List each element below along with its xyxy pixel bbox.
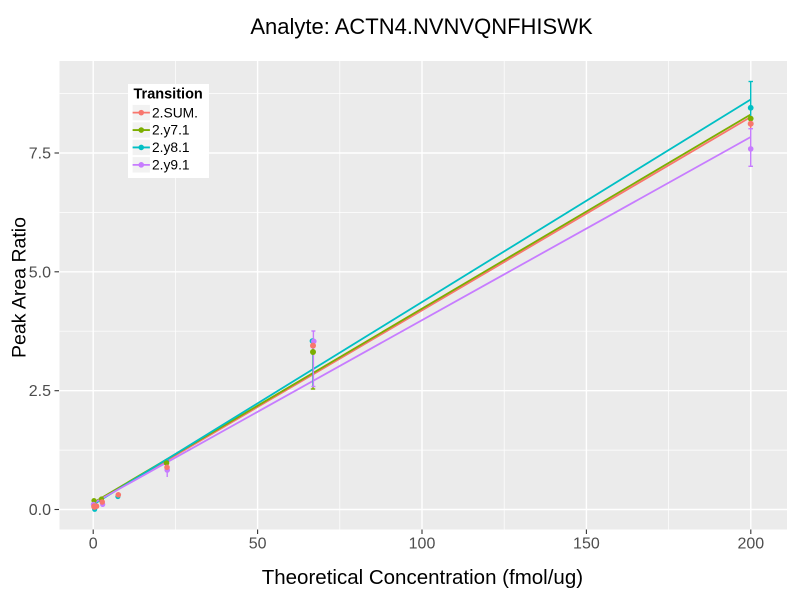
svg-text:Peak Area Ratio: Peak Area Ratio [8,217,30,358]
svg-text:150: 150 [573,536,600,553]
svg-text:2.SUM.: 2.SUM. [152,105,198,120]
svg-text:7.5: 7.5 [29,146,51,163]
svg-text:0.0: 0.0 [29,502,51,519]
svg-text:2.5: 2.5 [29,383,51,400]
svg-text:5.0: 5.0 [29,264,51,281]
svg-text:100: 100 [409,536,436,553]
svg-text:Analyte: ACTN4.NVNVQNFHISWK: Analyte: ACTN4.NVNVQNFHISWK [250,14,593,39]
svg-text:Transition: Transition [134,87,203,103]
svg-text:0: 0 [89,536,98,553]
svg-text:Theoretical Concentration (fmo: Theoretical Concentration (fmol/ug) [262,566,583,589]
svg-text:2.y8.1: 2.y8.1 [152,140,190,155]
svg-text:2.y9.1: 2.y9.1 [152,158,190,173]
svg-text:200: 200 [737,536,764,553]
svg-text:50: 50 [249,536,267,553]
svg-text:2.y7.1: 2.y7.1 [152,123,190,138]
